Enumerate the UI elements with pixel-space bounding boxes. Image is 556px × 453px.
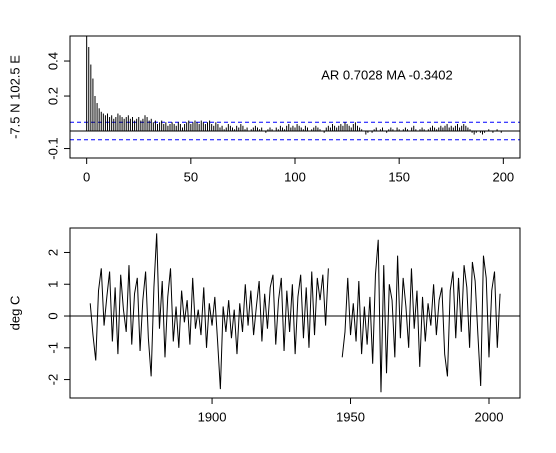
series-line	[89, 233, 501, 393]
plot-area	[70, 36, 520, 141]
x-tick-label: 100	[284, 169, 306, 184]
y-tick-label: 0.2	[45, 87, 60, 105]
y-tick-label: -2	[45, 374, 60, 386]
y-tick-label: -1	[45, 342, 60, 354]
annotation: AR 0.7028 MA -0.3402	[321, 67, 453, 82]
plot-frame	[69, 227, 521, 399]
x-tick-label: 50	[184, 169, 198, 184]
y-tick-label: -0.1	[45, 137, 60, 159]
y-axis-label: deg C	[7, 296, 22, 331]
x-tick-label: 1900	[198, 409, 227, 424]
plot-area	[70, 233, 520, 393]
x-tick-label: 200	[492, 169, 514, 184]
x-tick-label: 2000	[475, 409, 504, 424]
y-tick-label: 0.4	[45, 52, 60, 70]
x-tick-label: 0	[83, 169, 90, 184]
y-axis-label: -7.5 N 102.5 E	[7, 55, 22, 139]
plot-frame	[69, 35, 521, 159]
y-tick-label: 1	[45, 281, 60, 288]
y-tick-label: 2	[45, 249, 60, 256]
x-tick-label: 1950	[336, 409, 365, 424]
y-tick-label: 0	[45, 312, 60, 319]
x-tick-label: 150	[388, 169, 410, 184]
